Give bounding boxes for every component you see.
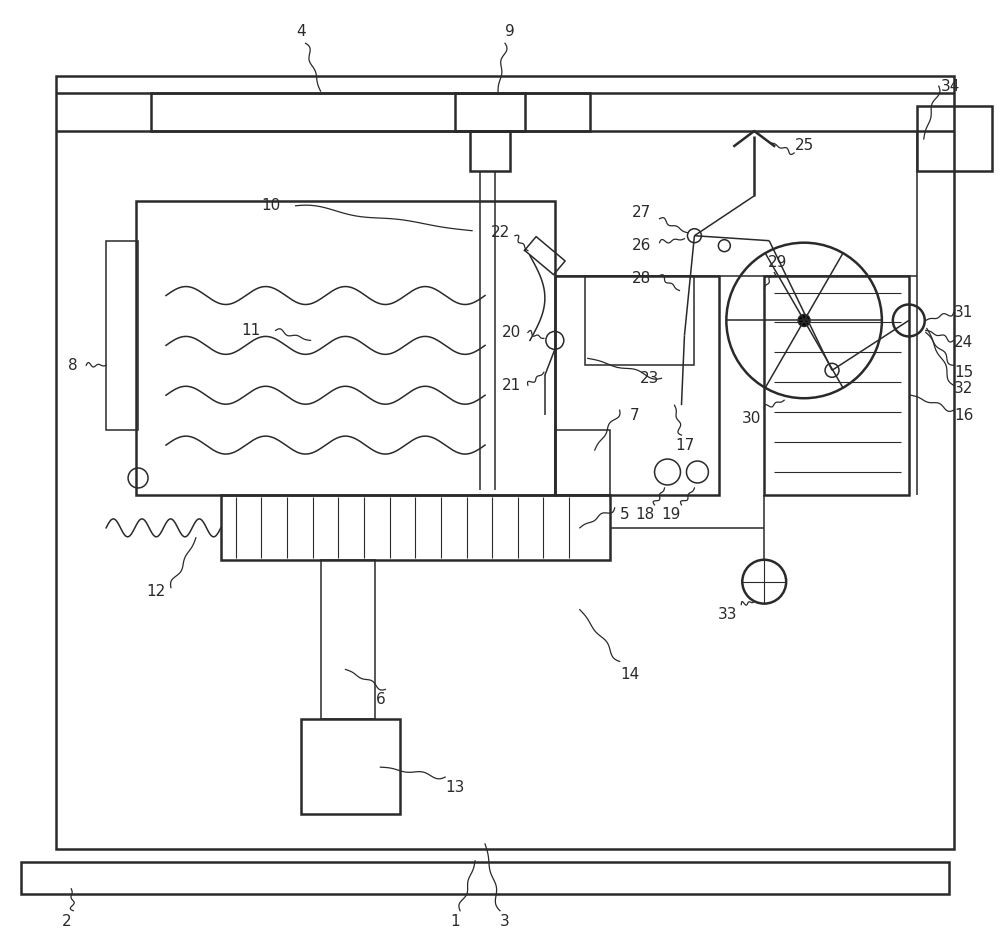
Text: 13: 13 <box>445 780 465 794</box>
Text: 28: 28 <box>632 271 651 286</box>
Text: 12: 12 <box>146 584 166 599</box>
Text: 16: 16 <box>954 408 973 423</box>
Bar <box>455 93 525 131</box>
Text: 33: 33 <box>718 607 737 622</box>
Bar <box>106 240 138 430</box>
Text: 26: 26 <box>632 238 651 253</box>
Text: 6: 6 <box>375 692 385 707</box>
Bar <box>470 131 510 171</box>
Text: 5: 5 <box>620 507 629 522</box>
Text: 22: 22 <box>490 225 510 240</box>
Text: 2: 2 <box>61 914 71 929</box>
Bar <box>221 495 610 560</box>
Text: 10: 10 <box>261 199 280 214</box>
Text: 9: 9 <box>505 24 515 39</box>
Bar <box>56 76 954 849</box>
Bar <box>321 560 375 719</box>
Circle shape <box>798 314 810 327</box>
Text: 21: 21 <box>502 378 522 392</box>
Text: 7: 7 <box>630 408 639 423</box>
Bar <box>136 200 555 495</box>
Bar <box>764 276 909 495</box>
Text: 19: 19 <box>662 507 681 522</box>
Text: 23: 23 <box>640 370 659 386</box>
Bar <box>917 106 992 171</box>
Text: 30: 30 <box>742 410 761 426</box>
Text: 20: 20 <box>502 325 522 340</box>
Text: 34: 34 <box>941 79 960 94</box>
Bar <box>301 719 400 814</box>
Text: 4: 4 <box>296 24 305 39</box>
Bar <box>21 862 949 894</box>
Bar <box>555 430 610 495</box>
Text: 15: 15 <box>954 365 973 380</box>
Text: 18: 18 <box>635 507 654 522</box>
Text: 24: 24 <box>954 335 973 350</box>
Text: 1: 1 <box>450 914 460 929</box>
Text: 31: 31 <box>954 305 973 320</box>
Text: 29: 29 <box>767 256 787 270</box>
Text: 32: 32 <box>954 381 973 396</box>
Text: 14: 14 <box>620 667 639 682</box>
Bar <box>585 276 694 366</box>
Text: 11: 11 <box>241 323 260 338</box>
Bar <box>151 93 590 131</box>
Text: 25: 25 <box>794 139 814 154</box>
Text: 17: 17 <box>675 438 694 452</box>
Bar <box>555 276 719 495</box>
Text: 8: 8 <box>68 358 78 372</box>
Text: 27: 27 <box>632 205 651 220</box>
Text: 3: 3 <box>500 914 510 929</box>
